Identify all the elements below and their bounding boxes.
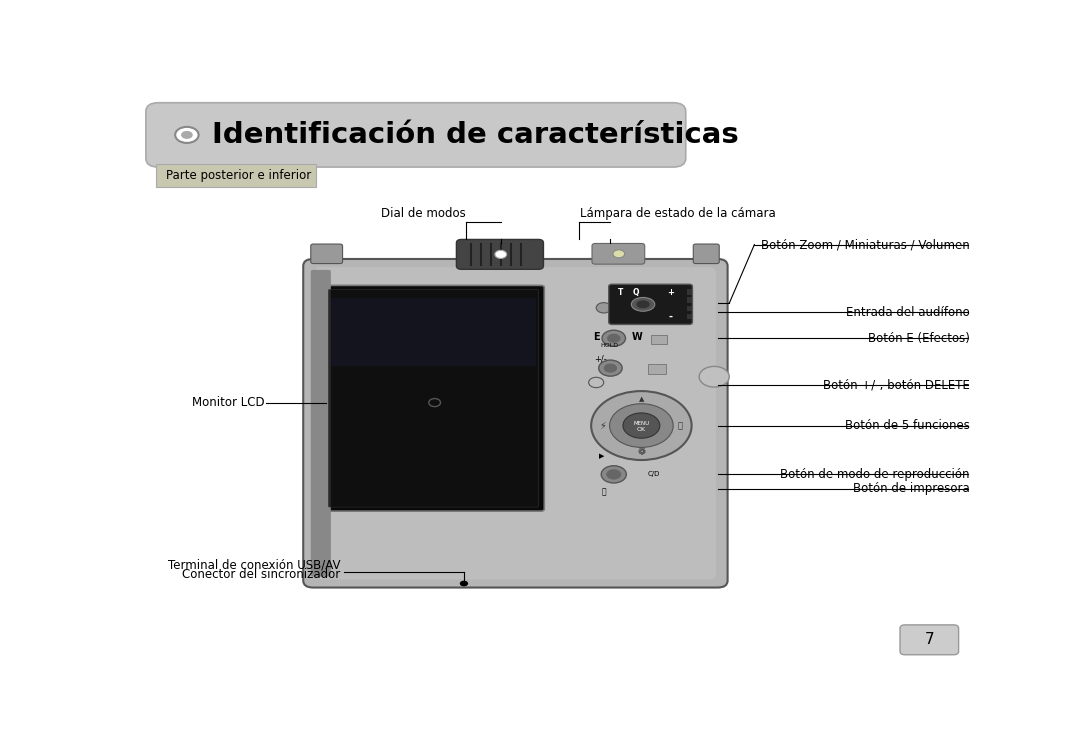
- Text: ⚡: ⚡: [599, 421, 606, 430]
- FancyBboxPatch shape: [609, 284, 692, 325]
- Text: Botón de impresora: Botón de impresora: [853, 482, 970, 495]
- Text: -: -: [669, 311, 673, 322]
- FancyBboxPatch shape: [648, 363, 666, 374]
- FancyBboxPatch shape: [156, 163, 315, 186]
- FancyBboxPatch shape: [311, 244, 342, 263]
- Text: ⏱: ⏱: [677, 421, 683, 430]
- FancyBboxPatch shape: [650, 335, 667, 344]
- FancyBboxPatch shape: [146, 103, 686, 167]
- FancyBboxPatch shape: [457, 239, 543, 269]
- FancyBboxPatch shape: [303, 259, 728, 588]
- Text: Botón +/-, botón DELETE: Botón +/-, botón DELETE: [823, 379, 970, 392]
- FancyBboxPatch shape: [311, 270, 330, 577]
- Text: Monitor LCD: Monitor LCD: [192, 396, 265, 409]
- FancyBboxPatch shape: [323, 286, 544, 511]
- FancyBboxPatch shape: [592, 243, 645, 264]
- Text: Terminal de conexión USB/AV: Terminal de conexión USB/AV: [167, 558, 340, 571]
- Circle shape: [602, 330, 625, 346]
- Bar: [688, 289, 692, 295]
- Text: T: T: [618, 288, 623, 297]
- Text: 7: 7: [924, 633, 934, 648]
- Circle shape: [495, 251, 507, 258]
- Circle shape: [699, 366, 729, 387]
- Circle shape: [175, 127, 199, 143]
- Circle shape: [591, 391, 691, 460]
- Circle shape: [609, 404, 673, 448]
- Text: Parte posterior e inferior: Parte posterior e inferior: [166, 169, 311, 181]
- Bar: [688, 313, 692, 319]
- Text: Botón E (Efectos): Botón E (Efectos): [867, 332, 970, 345]
- Circle shape: [460, 580, 468, 586]
- Text: ❁: ❁: [637, 447, 646, 457]
- Circle shape: [596, 303, 611, 313]
- Text: ▶: ▶: [598, 453, 604, 459]
- FancyBboxPatch shape: [330, 298, 536, 366]
- Text: Identificación de características: Identificación de características: [212, 121, 739, 149]
- Text: Entrada del audífono: Entrada del audífono: [846, 306, 970, 319]
- Text: W: W: [632, 332, 643, 342]
- Text: ▲: ▲: [638, 396, 644, 402]
- Circle shape: [602, 466, 626, 483]
- Circle shape: [623, 413, 660, 438]
- Text: Lámpara de estado de la cámara: Lámpara de estado de la cámara: [580, 207, 777, 221]
- Text: Botón de modo de reproducción: Botón de modo de reproducción: [780, 468, 970, 481]
- Text: E: E: [593, 332, 599, 342]
- Text: +: +: [667, 288, 674, 297]
- Text: C/D: C/D: [647, 471, 660, 477]
- Circle shape: [607, 333, 620, 343]
- FancyBboxPatch shape: [900, 625, 959, 655]
- Text: MENU: MENU: [633, 421, 649, 426]
- Ellipse shape: [632, 298, 654, 311]
- Circle shape: [604, 363, 617, 373]
- Text: Q: Q: [632, 288, 638, 297]
- Text: 🔒: 🔒: [602, 487, 606, 496]
- Circle shape: [613, 250, 624, 258]
- Bar: [688, 306, 692, 311]
- FancyBboxPatch shape: [328, 289, 539, 507]
- Circle shape: [598, 360, 622, 376]
- Circle shape: [181, 131, 192, 139]
- FancyBboxPatch shape: [315, 267, 716, 580]
- Text: Botón Zoom / Miniaturas / Volumen: Botón Zoom / Miniaturas / Volumen: [760, 238, 970, 251]
- Circle shape: [606, 469, 621, 480]
- Text: HOLD: HOLD: [600, 343, 619, 348]
- Bar: [688, 298, 692, 303]
- Text: Dial de modos: Dial de modos: [381, 207, 465, 221]
- Ellipse shape: [636, 301, 650, 308]
- Text: Conector del sincronizador: Conector del sincronizador: [181, 568, 340, 581]
- Text: OK: OK: [637, 427, 646, 431]
- Text: Botón de 5 funciones: Botón de 5 funciones: [845, 419, 970, 432]
- FancyBboxPatch shape: [693, 244, 719, 263]
- Text: +/-: +/-: [594, 355, 607, 364]
